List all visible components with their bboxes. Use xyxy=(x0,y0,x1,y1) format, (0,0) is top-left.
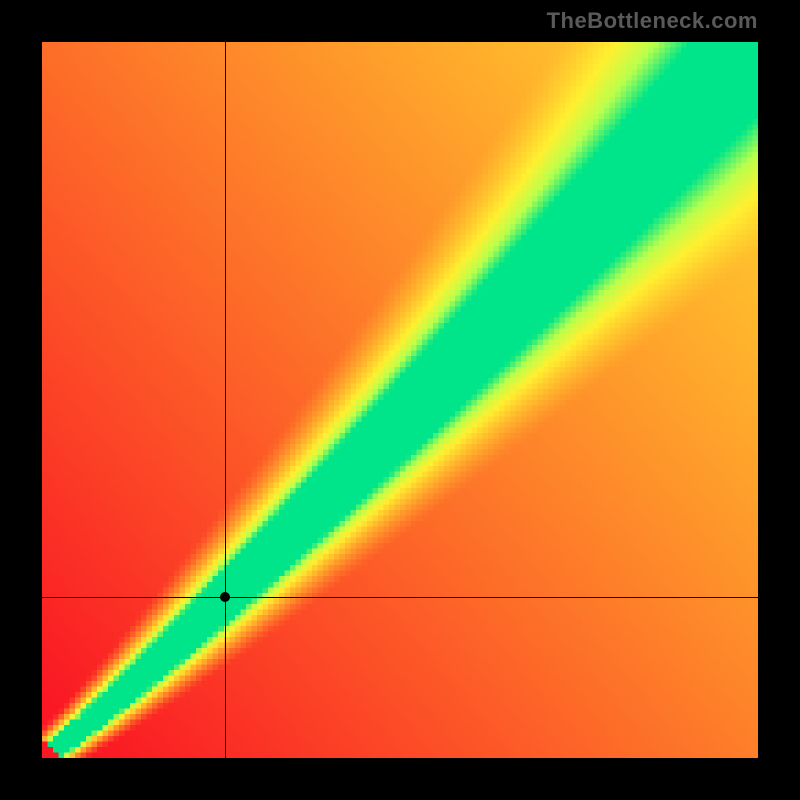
bottleneck-heatmap xyxy=(42,42,758,758)
crosshair-marker xyxy=(220,592,230,602)
crosshair-vertical xyxy=(225,42,226,758)
crosshair-horizontal xyxy=(42,597,758,598)
plot-area xyxy=(42,42,758,758)
attribution-text: TheBottleneck.com xyxy=(547,8,758,34)
